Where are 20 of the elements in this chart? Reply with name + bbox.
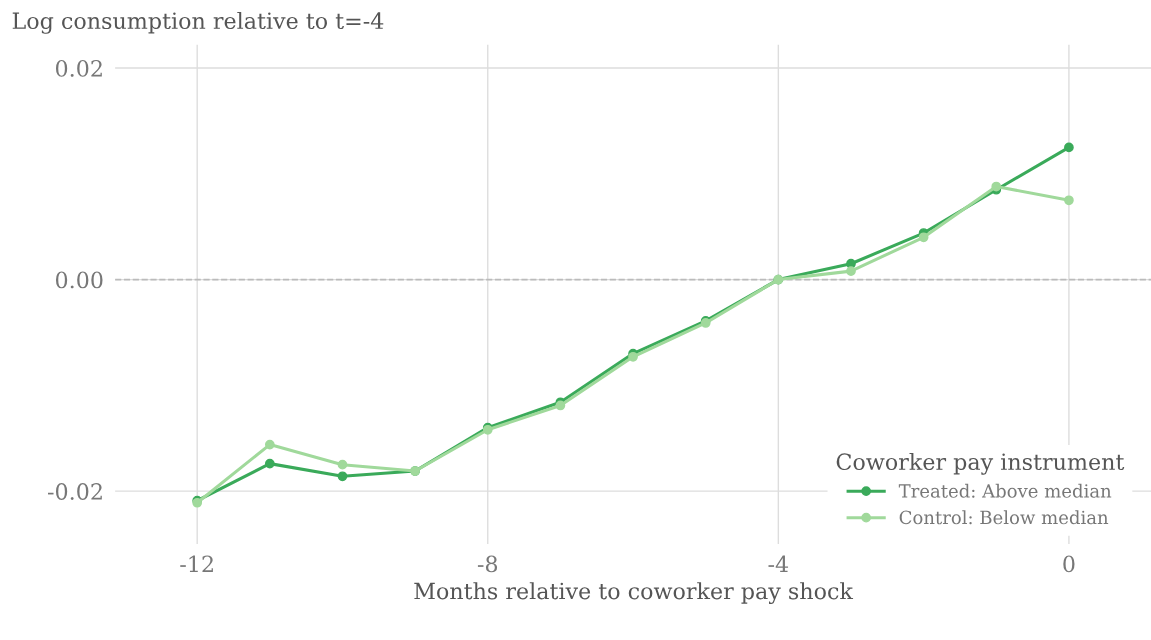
legend-title: Coworker pay instrument (836, 452, 1125, 475)
point (264, 439, 275, 450)
x-tick-label: -12 (180, 555, 213, 572)
chart-title: Log consumption relative to t=-4 (12, 11, 384, 34)
point (918, 232, 929, 243)
point (1064, 142, 1074, 153)
point (264, 458, 275, 469)
point (337, 459, 348, 470)
point (1064, 195, 1074, 206)
point (337, 471, 348, 482)
y-tick-label: -0.02 (47, 483, 102, 500)
x-tick-label: 0 (1063, 555, 1075, 573)
point (846, 266, 856, 276)
x-tick-label: -8 (477, 555, 498, 573)
legend-label: Control: Below median (899, 510, 1109, 525)
x-tick-label: -4 (768, 555, 789, 572)
x-axis-title: Months relative to coworker pay shock (414, 582, 854, 604)
y-tick-label: 0.02 (55, 60, 102, 77)
y-tick-label: 0.00 (55, 271, 103, 289)
legend-label: Treated: Above median (898, 483, 1112, 498)
